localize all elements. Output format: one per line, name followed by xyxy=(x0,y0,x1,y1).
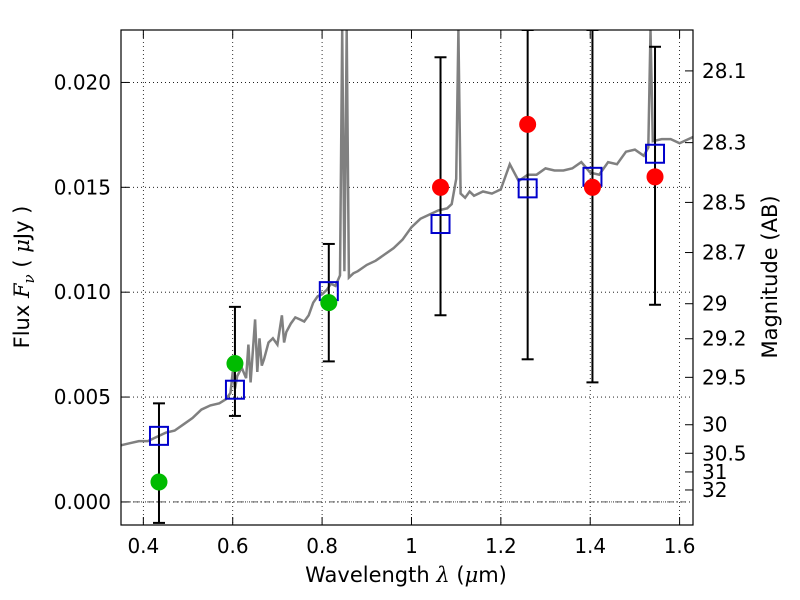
y-axis-ticks: 0.000 0.005 0.010 0.015 0.020 xyxy=(54,70,129,514)
model-photometry-square xyxy=(148,425,169,446)
observed-photometry-points xyxy=(150,115,664,491)
magnitude-tick-label: 32 xyxy=(702,478,727,502)
magnitude-tick-label: 28.1 xyxy=(702,59,747,83)
observed-photometry-dot xyxy=(150,473,168,491)
observed-photometry-dot xyxy=(432,178,450,196)
x-axis-ticks: 0.4 0.6 0.8 1 1.2 1.4 1.6 xyxy=(127,30,696,558)
model-photometry-square xyxy=(517,178,538,199)
magnitude-tick-label: 28.5 xyxy=(702,190,747,214)
observed-photometry-dot xyxy=(226,354,244,372)
observed-photometry-dot xyxy=(519,115,537,133)
plot-frame xyxy=(120,29,694,526)
x-tick-label: 0.6 xyxy=(217,534,249,558)
x-tick-label: 1.6 xyxy=(664,534,696,558)
x-tick-label: 0.8 xyxy=(306,534,338,558)
model-photometry-square xyxy=(645,143,666,164)
model-photometry-square xyxy=(224,379,245,400)
x-tick-label: 1.4 xyxy=(574,534,606,558)
observed-photometry-dot xyxy=(583,178,601,196)
magnitude-tick-label: 28.7 xyxy=(702,241,747,265)
y-tick-label: 0.010 xyxy=(54,280,111,304)
magnitude-tick-label: 31 xyxy=(702,460,727,484)
x-axis-label: Wavelength λ (μm) xyxy=(305,563,507,587)
y-tick-label: 0.020 xyxy=(54,70,111,94)
observed-photometry-dot xyxy=(646,168,664,186)
x-tick-label: 1 xyxy=(405,534,418,558)
plot-content xyxy=(121,30,693,524)
y-tick-label: 0.005 xyxy=(54,385,111,409)
magnitude-tick-label: 29.5 xyxy=(702,365,747,389)
model-photometry-square xyxy=(430,214,451,235)
x-tick-label: 1.2 xyxy=(485,534,517,558)
grid-lines xyxy=(121,30,693,525)
right-axis-label: Magnitude (AB) xyxy=(758,195,782,358)
y-tick-label: 0.015 xyxy=(54,175,111,199)
magnitude-tick-label: 30 xyxy=(702,413,727,437)
model-spectrum-line xyxy=(121,30,693,447)
magnitude-tick-label: 30.5 xyxy=(702,441,747,465)
model-photometry-points xyxy=(148,143,666,446)
magnitude-tick-label: 28.3 xyxy=(702,131,747,155)
magnitude-tick-label: 29.2 xyxy=(702,327,747,351)
error-bars xyxy=(152,30,662,524)
magnitude-tick-label: 29 xyxy=(702,292,727,316)
x-tick-label: 0.4 xyxy=(127,534,159,558)
y-tick-label: 0.000 xyxy=(54,490,111,514)
y-axis-label: Flux Fν ( μJy ) xyxy=(10,206,38,349)
observed-photometry-dot xyxy=(320,294,338,312)
